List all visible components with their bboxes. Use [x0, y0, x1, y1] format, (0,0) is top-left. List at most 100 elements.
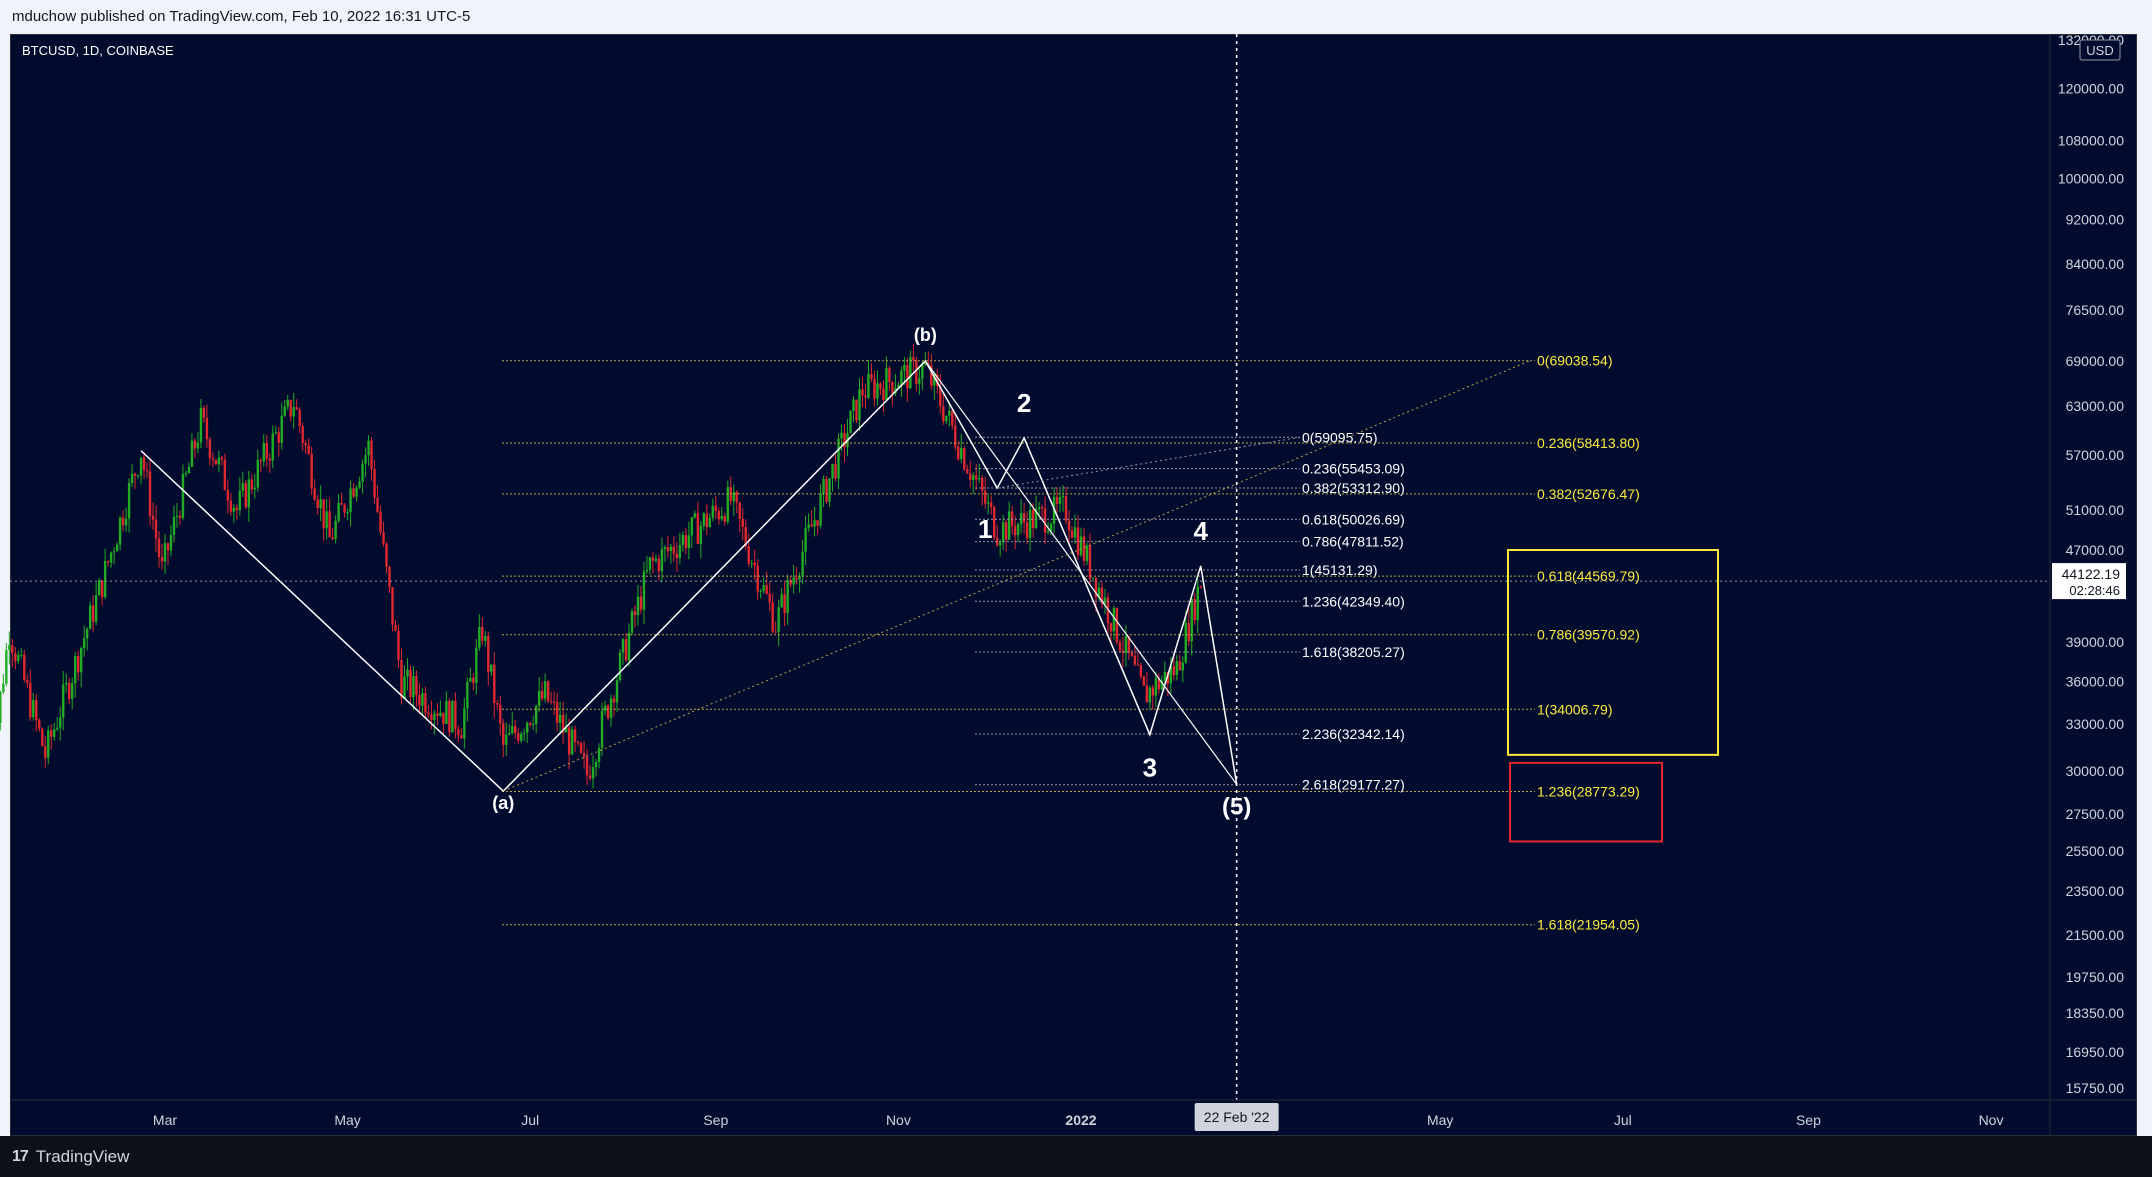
candle-body: [472, 677, 475, 683]
candle-body: [523, 732, 526, 734]
candle-body: [91, 605, 95, 622]
candle-body: [62, 684, 65, 718]
candle-body: [762, 585, 765, 591]
candle-body: [424, 693, 427, 713]
candle-body: [1106, 597, 1110, 624]
current-price-value: 44122.19: [2062, 566, 2121, 582]
candle-body: [1013, 525, 1017, 536]
candle-body: [163, 543, 167, 562]
chart-area[interactable]: [10, 34, 2137, 1136]
candle-body: [1136, 664, 1140, 666]
candle-body: [382, 531, 385, 544]
candle-body: [1079, 536, 1083, 556]
candle-body: [1055, 496, 1059, 504]
candle-body: [930, 365, 933, 386]
candle-body: [843, 432, 846, 448]
candle-body: [340, 502, 343, 505]
candle-body: [505, 734, 508, 745]
tradingview-logo-icon: 17: [12, 1147, 29, 1165]
candle-body: [223, 459, 227, 491]
fib-trend-line: [997, 436, 1301, 489]
fib-ext-label: 0.618(44569.79): [1537, 568, 1640, 584]
candle-body: [241, 483, 245, 491]
candle-body: [1067, 520, 1071, 531]
candle-body: [750, 562, 753, 564]
price-tick-label: 92000.00: [2066, 211, 2125, 227]
candle-body: [594, 761, 598, 768]
candle-body: [1088, 545, 1092, 579]
candle-body: [109, 552, 113, 563]
wave-label-a: (a): [492, 793, 514, 813]
candle-body: [564, 727, 568, 733]
candle-body: [939, 386, 942, 407]
candle-body: [310, 453, 313, 489]
candle-body: [355, 487, 358, 497]
fib-level-label: 1(45131.29): [1302, 562, 1378, 578]
candle-body: [1163, 671, 1167, 681]
price-tick-label: 25500.00: [2066, 843, 2125, 859]
candle-body: [94, 595, 98, 622]
candle-body: [1061, 495, 1065, 498]
candle-body: [361, 463, 364, 482]
candle-body: [813, 520, 816, 527]
candle-body: [1169, 666, 1173, 684]
candle-body: [1187, 623, 1190, 642]
candle-body: [732, 491, 735, 502]
candle-body: [1199, 586, 1202, 588]
candle-body: [648, 557, 652, 570]
candle-body: [681, 534, 685, 545]
candle-body: [639, 596, 643, 610]
candle-body: [460, 735, 463, 739]
candle-body: [780, 594, 783, 608]
candle-body: [469, 677, 472, 682]
candle-body: [603, 705, 607, 712]
candle-body: [44, 746, 47, 758]
wave-label-1: 1: [978, 514, 992, 544]
candle-body: [475, 647, 478, 683]
candle-body: [633, 611, 637, 616]
candle-body: [172, 516, 176, 535]
channel-line: [1023, 437, 1151, 735]
candle-body: [412, 676, 415, 698]
candle-body: [726, 487, 729, 522]
candle-body: [891, 382, 894, 394]
candle-body: [1139, 664, 1143, 677]
candle-body: [771, 602, 774, 632]
candle-body: [933, 374, 936, 386]
candle-body: [484, 636, 487, 641]
fib-level-label: 2.236(32342.14): [1302, 726, 1405, 742]
fib-level-label: 1.618(38205.27): [1302, 644, 1405, 660]
candle-body: [76, 656, 80, 673]
candle-body: [768, 593, 771, 603]
price-tick-label: 100000.00: [2058, 170, 2124, 186]
candle-body: [427, 712, 430, 715]
candle-body: [292, 407, 295, 417]
candle-body: [1064, 495, 1068, 521]
candle-body: [136, 475, 140, 477]
candle-body: [325, 511, 328, 529]
candle-body: [540, 690, 544, 699]
candle-body: [388, 566, 391, 588]
candle-body: [998, 542, 1002, 546]
candle-body: [738, 502, 741, 519]
candle-body: [151, 515, 155, 520]
candle-body: [59, 717, 62, 728]
price-tick-label: 84000.00: [2066, 256, 2125, 272]
candle-body: [1070, 530, 1074, 538]
fib-trend-line: [503, 360, 1531, 792]
target-box-yellow: [1507, 549, 1719, 756]
candle-body: [966, 469, 969, 474]
candle-body: [882, 388, 885, 401]
candle-body: [283, 406, 286, 416]
candle-body: [537, 690, 541, 706]
candle-body: [924, 362, 927, 365]
candle-body: [253, 487, 256, 490]
candle-body: [511, 726, 514, 734]
candle-body: [214, 459, 218, 465]
candle-body: [11, 645, 14, 654]
candle-body: [139, 457, 143, 476]
candle-body: [415, 676, 418, 695]
price-tick-label: 19750.00: [2066, 969, 2125, 985]
candle-body: [1193, 599, 1196, 621]
